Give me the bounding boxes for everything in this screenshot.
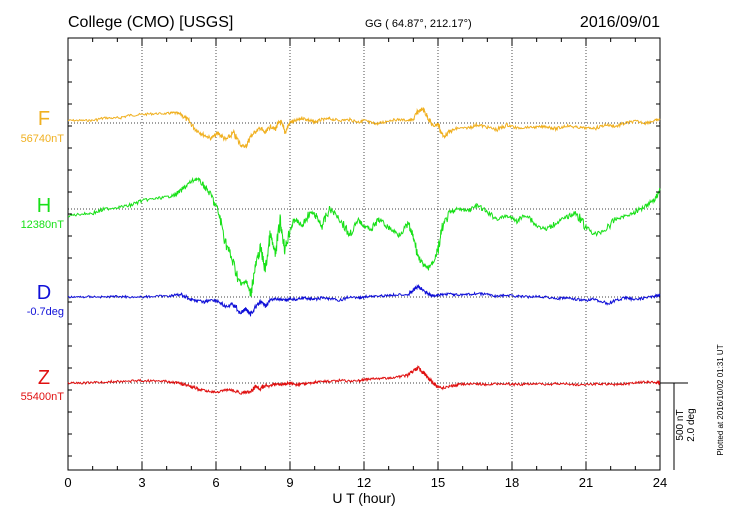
scale-deg-label: 2.0 deg: [686, 408, 697, 441]
grid-layer: [141, 38, 587, 470]
series-line-d: [67, 283, 661, 317]
x-tick-label: 0: [64, 475, 71, 490]
coordinates-label: GG ( 64.87°, 212.17°): [365, 18, 472, 30]
baseline-value-z: 55400nT: [21, 391, 65, 403]
series-line-f: [67, 106, 661, 149]
x-tick-label: 9: [286, 475, 293, 490]
scale-nt-label: 500 nT: [675, 409, 686, 440]
series-layer: [67, 106, 661, 395]
baseline-value-h: 12380nT: [21, 219, 65, 231]
x-tick-label: 18: [505, 475, 519, 490]
x-tick-label: 3: [138, 475, 145, 490]
date-label: 2016/09/01: [580, 14, 660, 31]
x-tick-label: 15: [431, 475, 445, 490]
x-tick-label: 24: [653, 475, 667, 490]
series-label-f: F: [38, 108, 50, 130]
plotted-at-label: Plotted at 2016/10/02 01:31 UT: [716, 344, 725, 455]
baseline-value-f: 56740nT: [21, 133, 65, 145]
tick-layer: 0 3 6 9 12 15 18 21 24: [64, 38, 667, 490]
series-label-h: H: [37, 195, 51, 217]
baseline-value-d: -0.7deg: [27, 306, 64, 318]
station-title: College (CMO) [USGS]: [68, 14, 233, 31]
scale-bar: 500 nT 2.0 deg: [660, 382, 697, 470]
x-tick-label: 21: [579, 475, 593, 490]
series-label-d: D: [37, 282, 51, 304]
label-layer: F 56740nT H 12380nT D -0.7deg Z 55400nT: [21, 108, 65, 403]
x-tick-label: 6: [212, 475, 219, 490]
x-axis-label: U T (hour): [332, 490, 395, 506]
series-line-z: [67, 365, 661, 395]
series-label-z: Z: [38, 367, 50, 389]
series-line-h: [67, 176, 661, 297]
x-tick-label: 12: [357, 475, 371, 490]
